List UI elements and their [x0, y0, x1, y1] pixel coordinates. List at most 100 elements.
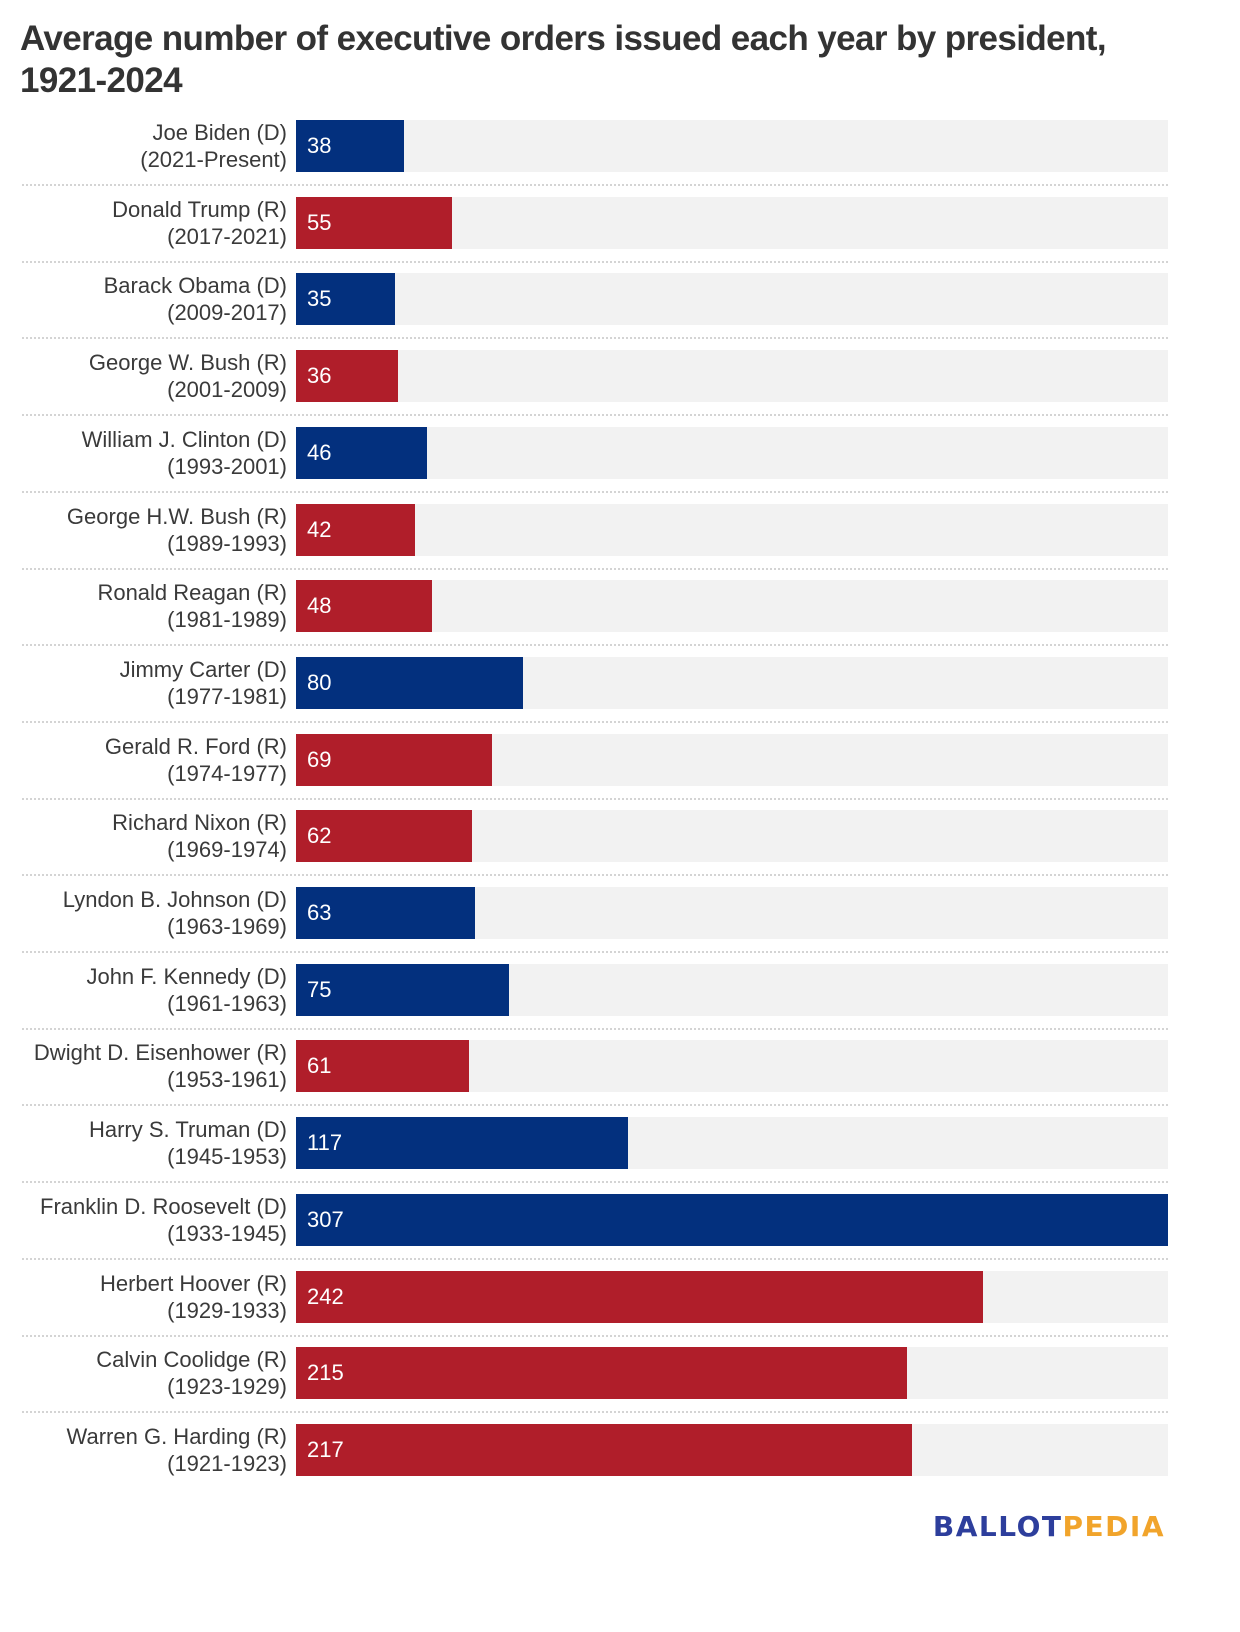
logo-part-ballot: BALLOT: [932, 1510, 1063, 1543]
bar-track: 215: [296, 1347, 1168, 1400]
data-label: 36: [307, 363, 332, 389]
bar: 62: [296, 810, 473, 863]
term-years: (1961-1963): [167, 990, 287, 1016]
bar-track: 48: [296, 580, 1168, 633]
bar-row: George H.W. Bush (R) (1989-1993) 42: [0, 503, 1240, 581]
term-years: (1993-2001): [167, 453, 287, 479]
data-label: 61: [307, 1053, 332, 1079]
category-label: Barack Obama (D) (2009-2017): [7, 273, 287, 325]
bar: 217: [296, 1423, 913, 1476]
chart-title: Average number of executive orders issue…: [20, 19, 1107, 100]
term-years: (1933-1945): [167, 1220, 287, 1246]
category-label: Dwight D. Eisenhower (R) (1953-1961): [7, 1040, 287, 1092]
bar-track: 42: [296, 503, 1168, 556]
term-years: (1969-1974): [167, 837, 287, 863]
term-years: (1929-1933): [167, 1297, 287, 1323]
data-label: 62: [307, 823, 332, 849]
term-years: (1989-1993): [167, 530, 287, 556]
president-name: William J. Clinton (D): [81, 426, 287, 452]
bar-track: 242: [296, 1270, 1168, 1323]
bar: 117: [296, 1117, 629, 1170]
logo-part-pedia: PEDIA: [1062, 1510, 1165, 1543]
bar: 55: [296, 196, 453, 249]
row-divider: [22, 874, 1168, 877]
president-name: Richard Nixon (R): [112, 810, 287, 836]
row-divider: [22, 260, 1168, 263]
row-divider: [22, 951, 1168, 953]
bar-row: Warren G. Harding (R) (1921-1923) 217: [0, 1423, 1240, 1501]
ballotpedia-logo: BALLOTPEDIA: [933, 1510, 1165, 1543]
term-years: (2021-Present): [140, 147, 287, 172]
bar: 63: [296, 887, 475, 939]
row-divider: [22, 1027, 1168, 1030]
president-name: Ronald Reagan (R): [97, 580, 287, 606]
bar-row: Jimmy Carter (D) (1977-1981) 80: [0, 656, 1240, 734]
category-label: Lyndon B. Johnson (D) (1963-1969): [7, 887, 287, 939]
bar: 36: [296, 350, 399, 403]
bar-row: Herbert Hoover (R) (1929-1933) 242: [0, 1270, 1240, 1348]
bar: 307: [296, 1193, 1168, 1246]
bar: 61: [296, 1040, 470, 1093]
row-divider: [22, 1334, 1168, 1337]
term-years: (1963-1969): [167, 914, 287, 939]
bar-row: Lyndon B. Johnson (D) (1963-1969) 63: [0, 887, 1240, 964]
data-label: 42: [307, 516, 332, 542]
row-divider: [22, 567, 1168, 570]
bar-track: 61: [296, 1040, 1168, 1093]
president-name: John F. Kennedy (D): [86, 963, 287, 989]
data-label: 46: [307, 439, 332, 465]
bar-row: Donald Trump (R) (2017-2021) 55: [0, 196, 1240, 274]
category-label: Harry S. Truman (D) (1945-1953): [7, 1117, 287, 1169]
bar-track: 217: [296, 1423, 1168, 1476]
bar-track: 36: [296, 350, 1168, 403]
category-label: Warren G. Harding (R) (1921-1923): [7, 1424, 287, 1476]
data-label: 63: [307, 900, 332, 925]
president-name: Dwight D. Eisenhower (R): [33, 1040, 287, 1066]
bar-track: 75: [296, 963, 1168, 1016]
bar: 242: [296, 1270, 984, 1323]
term-years: (1977-1981): [167, 683, 287, 709]
president-name: Herbert Hoover (R): [99, 1270, 287, 1296]
row-divider: [22, 644, 1168, 647]
bar: 215: [296, 1347, 907, 1400]
category-label: George W. Bush (R) (2001-2009): [7, 350, 287, 402]
bar-track: 63: [296, 887, 1168, 939]
bar-row: Harry S. Truman (D) (1945-1953) 117: [0, 1117, 1240, 1194]
category-label: Jimmy Carter (D) (1977-1981): [7, 657, 287, 709]
bar-row: Gerald R. Ford (R) (1974-1977) 69: [0, 733, 1240, 811]
category-label: Herbert Hoover (R) (1929-1933): [7, 1271, 287, 1323]
bar-track: 80: [296, 656, 1168, 709]
category-label: Donald Trump (R) (2017-2021): [7, 197, 287, 249]
bar: 42: [296, 503, 416, 556]
president-name: Franklin D. Roosevelt (D): [40, 1193, 287, 1219]
bar-row: Franklin D. Roosevelt (D) (1933-1945) 307: [0, 1193, 1240, 1271]
bar: 69: [296, 733, 492, 786]
data-label: 215: [307, 1360, 344, 1386]
bar-row: Ronald Reagan (R) (1981-1989) 48: [0, 580, 1240, 657]
row-divider: [22, 720, 1168, 723]
bar-track: 117: [296, 1117, 1168, 1170]
bar-row: William J. Clinton (D) (1993-2001) 46: [0, 426, 1240, 504]
bar: 75: [296, 963, 510, 1016]
term-years: (2009-2017): [167, 300, 287, 326]
row-divider: [22, 1411, 1168, 1414]
category-label: Calvin Coolidge (R) (1923-1929): [7, 1347, 287, 1399]
row-divider: [22, 414, 1168, 417]
bar-row: Joe Biden (D) (2021-Present) 38: [0, 120, 1240, 197]
bar-row: Dwight D. Eisenhower (R) (1953-1961) 61: [0, 1040, 1240, 1117]
data-label: 117: [307, 1130, 343, 1156]
bar: 38: [296, 120, 404, 172]
term-years: (2017-2021): [167, 223, 287, 249]
president-name: Warren G. Harding (R): [66, 1423, 287, 1449]
bar-track: 307: [296, 1193, 1168, 1246]
bar-track: 46: [296, 426, 1168, 479]
bar-track: 69: [296, 733, 1168, 786]
president-name: Joe Biden (D): [152, 120, 287, 145]
category-label: George H.W. Bush (R) (1989-1993): [7, 504, 287, 556]
term-years: (1921-1923): [167, 1450, 287, 1476]
row-divider: [22, 490, 1168, 493]
term-years: (1953-1961): [167, 1067, 287, 1093]
term-years: (1945-1953): [167, 1144, 287, 1170]
bar: 48: [296, 580, 433, 633]
bar-row: Barack Obama (D) (2009-2017) 35: [0, 273, 1240, 350]
